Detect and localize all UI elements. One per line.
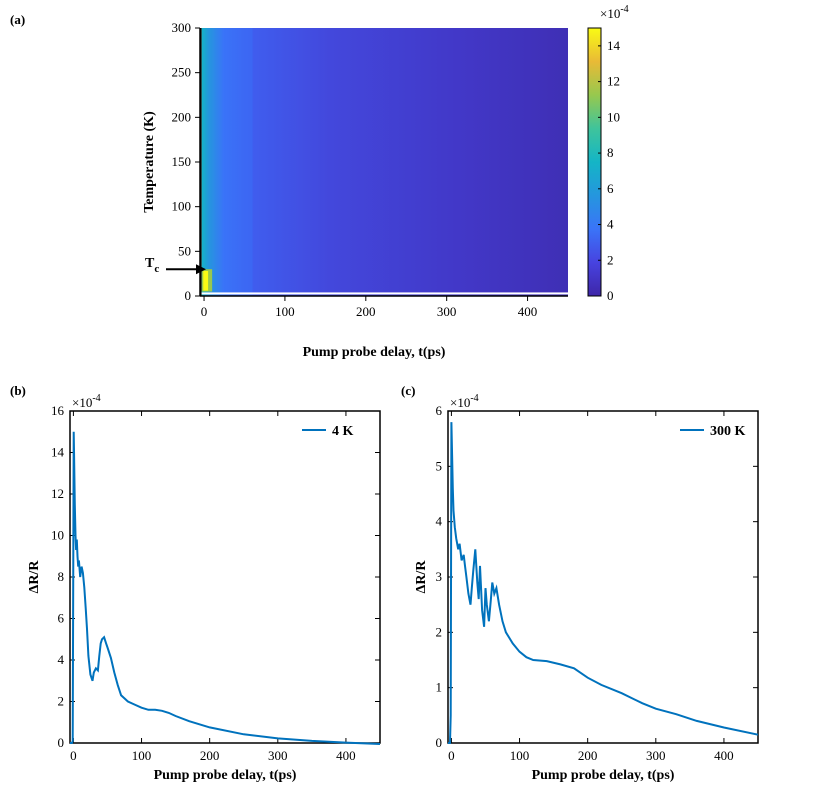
heatmap-x-label: Pump probe delay, t(ps) (303, 345, 446, 360)
colorbar-tick-label: 14 (607, 38, 621, 53)
legend-label-300k: 300 K (710, 424, 746, 439)
y-exponent-300k: ×10-4 (450, 393, 479, 410)
line-y-label-4k: ΔR/R (27, 560, 42, 594)
y-tick-label: 4 (58, 652, 65, 667)
heatmap-y-tick-label: 50 (178, 243, 191, 258)
y-tick-label: 10 (51, 528, 64, 543)
colorbar-tick-label: 4 (607, 217, 614, 232)
y-tick-label: 5 (436, 458, 443, 473)
tc-annotation: Tc (145, 256, 206, 275)
heatmap-y-tick-label: 150 (172, 154, 192, 169)
line-x-label-300k: Pump probe delay, t(ps) (532, 768, 675, 783)
heatmap-y-tick-label: 250 (172, 65, 192, 80)
y-tick-label: 0 (58, 735, 65, 750)
tc-arrow-head (196, 264, 206, 275)
heatmap-x-tick-label: 0 (201, 304, 208, 319)
heatmap-panel: 0 2 4 6 8 10 12 14 0 100 200 300 400 0 50 100 150 200 250 3… (142, 4, 629, 360)
line-axes-300k: 0 100 200 300 400 0 1 2 3 4 5 6 (436, 403, 759, 763)
colorbar-tick-label: 8 (607, 145, 614, 160)
line-y-label-300k: ΔR/R (414, 560, 429, 594)
heatmap-negative-delay (200, 28, 202, 296)
heatmap-x-tick-label: 300 (437, 304, 457, 319)
tc-label: Tc (145, 256, 159, 275)
heatmap-base-line (201, 292, 568, 295)
x-tick-label: 300 (268, 748, 288, 763)
series-line-300k (448, 422, 759, 744)
plot-frame (447, 410, 759, 744)
heatmap-y-tick-label: 100 (172, 199, 192, 214)
plot-frame (69, 410, 381, 744)
y-tick-label: 14 (51, 445, 65, 460)
heatmap-y-tick-label: 0 (185, 288, 192, 303)
y-tick-label: 2 (58, 694, 65, 709)
y-tick-label: 1 (436, 680, 443, 695)
colorbar-exponent: ×10-4 (600, 4, 629, 21)
y-exponent-4k: ×10-4 (72, 393, 101, 410)
heatmap-x-tick-label: 400 (518, 304, 538, 319)
x-tick-label: 200 (200, 748, 220, 763)
x-tick-label: 400 (336, 748, 356, 763)
heatmap-ridge (224, 28, 253, 296)
y-tick-label: 3 (436, 569, 443, 584)
legend-300k: 300 K (680, 424, 746, 439)
heatmap-body (201, 28, 568, 296)
colorbar-tick-label: 0 (607, 288, 614, 303)
y-tick-label: 8 (58, 569, 65, 584)
colorbar-tick-label: 12 (607, 74, 620, 89)
x-tick-label: 0 (448, 748, 455, 763)
line-panel-4k: 0 100 200 300 400 0 2 4 6 8 10 12 14 16 Pump probe de… (27, 393, 381, 783)
y-tick-label: 6 (436, 403, 443, 418)
panel-label-c: (c) (401, 383, 415, 398)
heatmap-axes: 0 2 4 6 8 10 12 14 0 100 200 300 400 0 50 100 150 200 250 3… (172, 20, 621, 319)
x-tick-label: 0 (70, 748, 77, 763)
heatmap-y-label: Temperature (K) (142, 111, 157, 213)
heatmap-y-tick-label: 200 (172, 109, 192, 124)
line-x-label-4k: Pump probe delay, t(ps) (154, 768, 297, 783)
colorbar-tick-label: 6 (607, 181, 614, 196)
heatmap-x-tick-label: 200 (356, 304, 376, 319)
series-line-4k (70, 431, 381, 745)
y-tick-label: 16 (51, 403, 65, 418)
line-axes-4k: 0 100 200 300 400 0 2 4 6 8 10 12 14 16 (51, 403, 381, 763)
legend-label-4k: 4 K (332, 424, 354, 439)
x-tick-label: 400 (714, 748, 734, 763)
x-tick-label: 200 (578, 748, 598, 763)
heatmap-peak-cell (203, 270, 209, 291)
heatmap-cells (200, 28, 568, 296)
line-panel-300k: 0 100 200 300 400 0 1 2 3 4 5 6 Pump probe delay, t… (414, 393, 759, 783)
heatmap-x-tick-label: 100 (275, 304, 295, 319)
y-tick-label: 0 (436, 735, 443, 750)
y-tick-label: 12 (51, 486, 64, 501)
heatmap-y-tick-label: 300 (172, 20, 192, 35)
x-tick-label: 100 (510, 748, 530, 763)
y-tick-label: 2 (436, 624, 443, 639)
colorbar-tick-label: 2 (607, 252, 614, 267)
panel-label-b: (b) (10, 383, 26, 398)
colorbar (587, 27, 602, 297)
legend-4k: 4 K (302, 424, 354, 439)
y-tick-label: 4 (436, 514, 443, 529)
y-tick-label: 6 (58, 611, 65, 626)
x-tick-label: 300 (646, 748, 666, 763)
x-tick-label: 100 (132, 748, 152, 763)
panel-label-a: (a) (10, 12, 25, 27)
colorbar-tick-label: 10 (607, 109, 620, 124)
